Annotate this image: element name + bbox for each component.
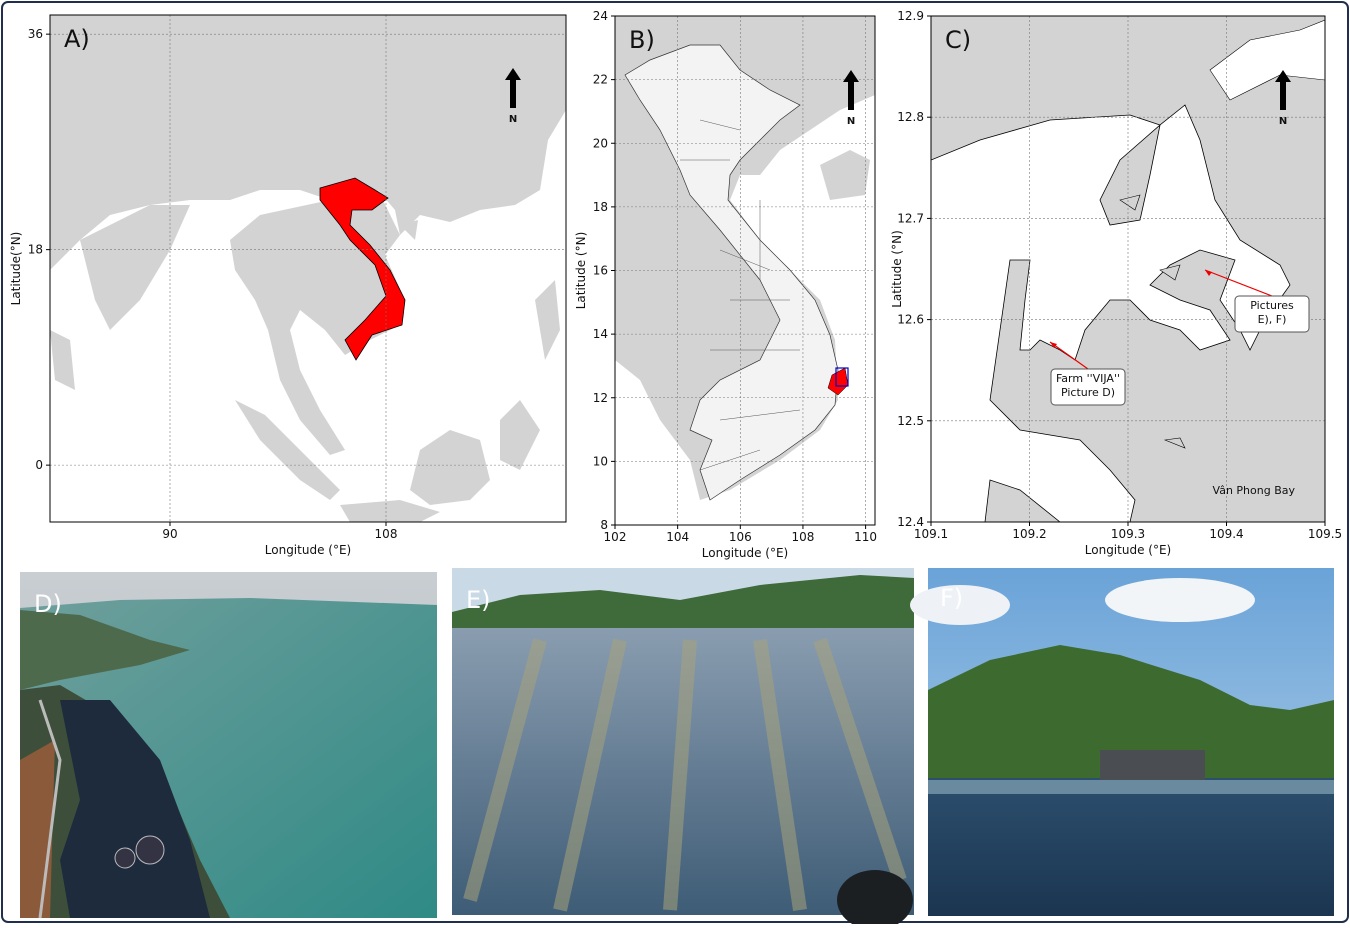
y-axis-label: Latitude(°N) bbox=[9, 232, 23, 306]
x-axis-label: Longitude (°E) bbox=[265, 543, 351, 557]
x-tick-label: 106 bbox=[729, 530, 752, 544]
x-tick-label: 109.3 bbox=[1111, 527, 1145, 541]
x-tick-label: 110 bbox=[854, 530, 877, 544]
y-tick-label: 12.9 bbox=[897, 9, 924, 23]
photo-label: F) bbox=[940, 584, 963, 612]
y-tick-label: 12.6 bbox=[897, 313, 924, 327]
y-tick-label: 0 bbox=[35, 458, 43, 472]
x-tick-label: 102 bbox=[604, 530, 627, 544]
x-tick-label: 109.5 bbox=[1308, 527, 1342, 541]
x-tick-label: 90 bbox=[162, 527, 177, 541]
y-tick-label: 14 bbox=[593, 327, 608, 341]
x-axis-label: Longitude (°E) bbox=[702, 546, 788, 560]
panel-label: A) bbox=[64, 25, 90, 53]
y-tick-label: 16 bbox=[593, 264, 608, 278]
panel-label: B) bbox=[629, 26, 655, 54]
map-a-land bbox=[50, 15, 566, 522]
x-tick-label: 108 bbox=[791, 530, 814, 544]
panel-label: C) bbox=[945, 26, 971, 54]
y-tick-label: 10 bbox=[593, 454, 608, 468]
north-label: N bbox=[1279, 116, 1287, 127]
x-tick-label: 109.4 bbox=[1209, 527, 1243, 541]
y-tick-label: 12.7 bbox=[897, 211, 924, 225]
y-tick-label: 12 bbox=[593, 391, 608, 405]
x-tick-label: 109.2 bbox=[1012, 527, 1046, 541]
y-tick-label: 8 bbox=[600, 518, 608, 532]
annotation-text: Farm ''VIJA'' bbox=[1056, 372, 1120, 385]
y-tick-label: 20 bbox=[593, 136, 608, 150]
y-tick-label: 22 bbox=[593, 73, 608, 87]
figure: 9010801836Longitude (°E)Latitude(°N)A)N1… bbox=[0, 0, 1350, 924]
y-tick-label: 12.8 bbox=[897, 110, 924, 124]
place-label: Vân Phong Bay bbox=[1213, 484, 1296, 497]
annotation-text: Pictures bbox=[1250, 299, 1294, 312]
photo-label: E) bbox=[466, 586, 491, 614]
y-tick-label: 12.4 bbox=[897, 515, 924, 529]
north-label: N bbox=[847, 116, 855, 127]
x-tick-label: 104 bbox=[666, 530, 689, 544]
y-tick-label: 24 bbox=[593, 9, 608, 23]
y-tick-label: 18 bbox=[593, 200, 608, 214]
y-tick-label: 12.5 bbox=[897, 414, 924, 428]
photo-e bbox=[452, 568, 914, 924]
photo-f bbox=[910, 568, 1334, 916]
photo-label: D) bbox=[34, 590, 62, 618]
y-axis-label: Latitude (°N) bbox=[890, 230, 904, 308]
north-label: N bbox=[509, 114, 517, 125]
x-axis-label: Longitude (°E) bbox=[1085, 543, 1171, 557]
y-tick-label: 18 bbox=[28, 243, 43, 257]
photo-d bbox=[20, 572, 437, 918]
x-tick-label: 109.1 bbox=[914, 527, 948, 541]
y-tick-label: 36 bbox=[28, 27, 43, 41]
y-axis-label: Latitude (°N) bbox=[574, 232, 588, 310]
annotation-text: Picture D) bbox=[1061, 386, 1115, 399]
x-tick-label: 108 bbox=[375, 527, 398, 541]
annotation-text: E), F) bbox=[1258, 313, 1287, 326]
